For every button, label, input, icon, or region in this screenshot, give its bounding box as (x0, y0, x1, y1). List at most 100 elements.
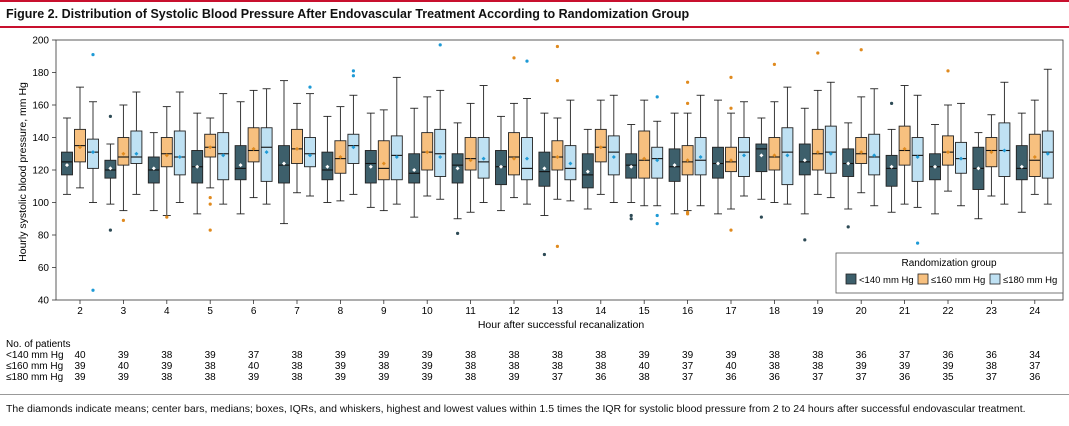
y-tick-label: 60 (38, 263, 50, 274)
box-le180-hour-2 (87, 53, 99, 292)
patients-count: 39 (74, 372, 86, 383)
iqr-box (173, 130, 186, 176)
x-tick-label: 13 (552, 306, 564, 317)
patients-count: 39 (682, 350, 694, 361)
patients-count: 38 (465, 361, 477, 372)
mean-diamond (195, 164, 200, 169)
patients-count: 39 (422, 372, 434, 383)
patients-count: 36 (899, 372, 911, 383)
legend-label-lt160: ≤160 mm Hg (931, 275, 985, 286)
box-lt160-hour-24 (1028, 99, 1041, 195)
outlier-point (803, 238, 807, 242)
patients-count: 34 (1029, 350, 1041, 361)
box-le180-hour-9 (390, 76, 403, 205)
mean-diamond (889, 164, 894, 169)
x-tick-label: 24 (1029, 306, 1041, 317)
patients-count: 39 (856, 361, 868, 372)
legend-label-lt140: <140 mm Hg (859, 275, 914, 286)
patients-count: 39 (161, 361, 173, 372)
patients-count: 38 (291, 361, 303, 372)
mean-diamond (499, 164, 503, 169)
mean-diamond (946, 150, 950, 155)
mean-diamond (151, 166, 156, 171)
box-lt140-hour-17 (712, 99, 724, 215)
x-tick-label: 21 (899, 306, 911, 317)
box-le180-hour-22 (955, 102, 967, 207)
box-lt160-hour-21 (898, 85, 911, 205)
y-tick-label: 80 (38, 231, 50, 242)
patients-row-label: ≤160 mm Hg (6, 361, 63, 372)
patients-count: 39 (248, 372, 260, 383)
box-lt140-hour-10 (408, 107, 421, 218)
outlier-point (438, 43, 442, 47)
iqr-box (260, 127, 273, 182)
iqr-box (508, 132, 520, 176)
legend-title: Randomization group (901, 258, 996, 269)
box-lt160-hour-19 (811, 51, 824, 195)
legend-swatch-lt140 (845, 273, 857, 285)
box-lt160-hour-10 (421, 96, 434, 197)
box-le180-hour-8 (347, 69, 360, 195)
box-le180-hour-4 (173, 91, 186, 203)
box-lt140-hour-6 (234, 101, 247, 215)
mean-diamond (308, 153, 312, 158)
box-lt140-hour-5 (191, 112, 204, 215)
outlier-point (729, 228, 733, 232)
box-lt140-hour-3 (104, 114, 117, 232)
outlier-point (208, 196, 212, 200)
outlier-point (456, 231, 460, 235)
legend-swatch-lt160 (917, 273, 929, 285)
x-tick-label: 11 (465, 306, 476, 317)
patients-count: 39 (74, 361, 86, 372)
patients-count: 40 (639, 361, 651, 372)
x-tick-label: 15 (639, 306, 651, 317)
outlier-point (729, 106, 733, 110)
iqr-box (811, 128, 824, 171)
iqr-box (911, 137, 924, 182)
outlier-point (512, 56, 516, 60)
box-le180-hour-19 (824, 81, 837, 199)
box-lt140-hour-18 (755, 117, 768, 219)
box-lt160-hour-9 (377, 109, 390, 212)
patients-count: 38 (552, 350, 564, 361)
mean-diamond (902, 146, 907, 151)
patients-count: 38 (812, 350, 824, 361)
x-tick-label: 22 (942, 306, 954, 317)
patients-table: No. of patients <140 mm Hg 40 39 38 39 37 38 39… (6, 339, 1041, 383)
mean-diamond (425, 150, 430, 155)
y-tick-label: 180 (32, 68, 49, 79)
figure-caption: The diamonds indicate means; center bars… (6, 403, 1026, 415)
iqr-box (885, 154, 898, 187)
patients-count: 39 (942, 361, 954, 372)
box-lt140-hour-21 (885, 101, 898, 213)
mean-diamond (568, 161, 573, 166)
iqr-box (304, 137, 316, 168)
outlier-point (916, 241, 920, 245)
iqr-box (651, 146, 664, 179)
mean-diamond (772, 153, 777, 158)
mean-diamond (672, 163, 677, 168)
mean-diamond (368, 164, 373, 169)
mean-diamond (642, 156, 647, 161)
patients-count: 38 (508, 361, 520, 372)
figure-title: Figure 2. Distribution of Systolic Blood… (6, 7, 690, 21)
mean-diamond (65, 163, 69, 168)
outlier-point (165, 215, 169, 219)
y-axis-ticks: 40 60 80 100 120 140 160 180 200 (32, 36, 56, 307)
patients-count: 37 (986, 372, 998, 383)
box-lt160-hour-5 (204, 117, 217, 232)
box-le180-hour-6 (260, 88, 273, 205)
patients-row-label: ≤180 mm Hg (6, 372, 63, 383)
x-tick-label: 6 (251, 306, 257, 317)
patients-count: 39 (422, 350, 434, 361)
mean-diamond (1045, 151, 1050, 156)
patients-count: 39 (335, 350, 347, 361)
x-tick-label: 9 (381, 306, 387, 317)
outlier-point (121, 218, 125, 222)
patients-count: 37 (856, 372, 868, 383)
mean-diamond (338, 155, 343, 159)
x-axis-label: Hour after successful recanalization (478, 319, 644, 331)
legend-swatch-le180 (989, 273, 1001, 285)
box-marks (61, 43, 1054, 292)
